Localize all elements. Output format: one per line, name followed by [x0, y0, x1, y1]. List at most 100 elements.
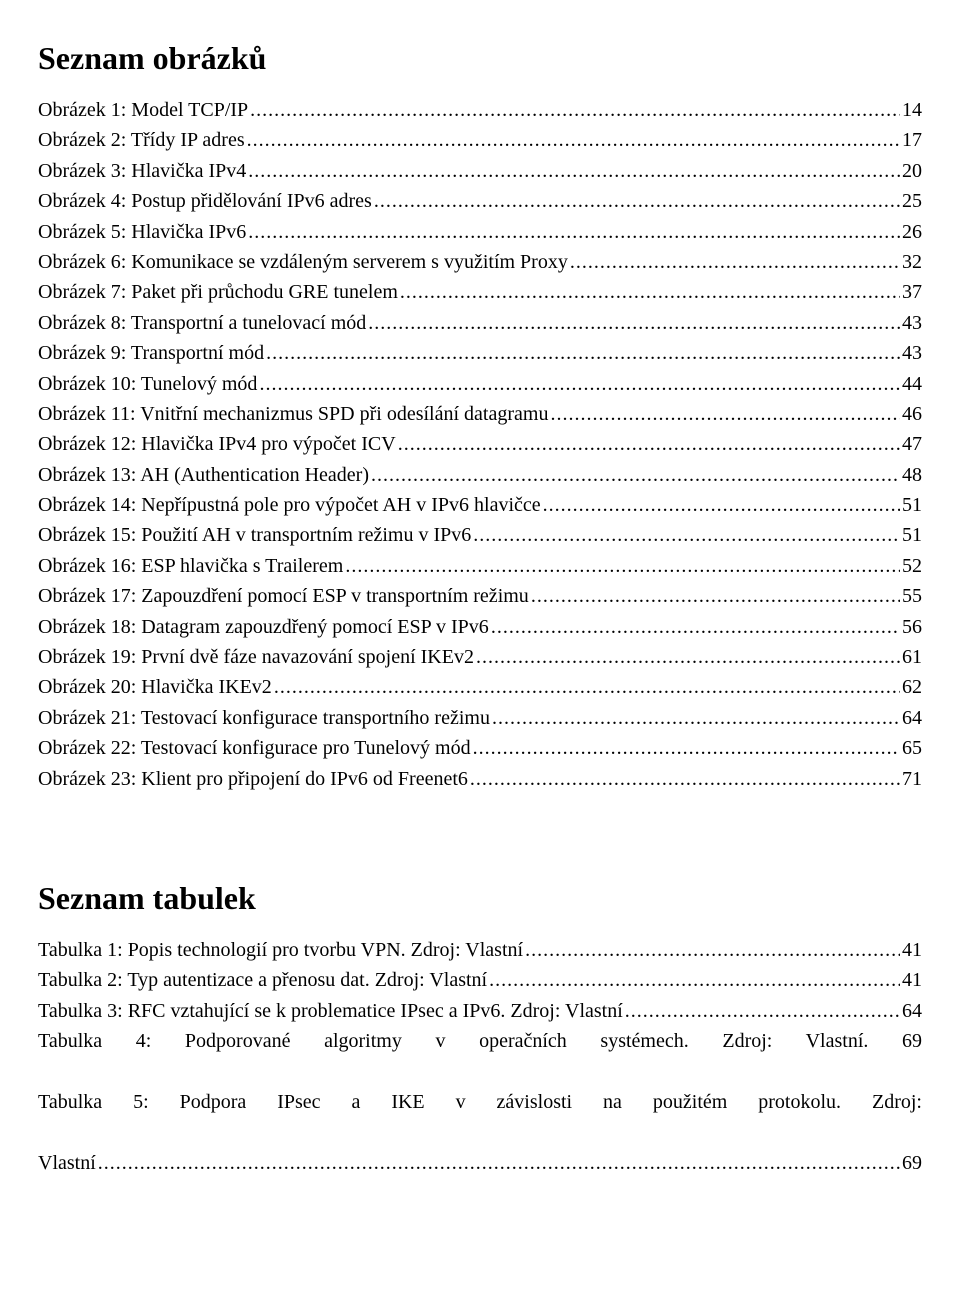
toc-leader — [473, 520, 900, 550]
toc-entry: Tabulka 3: RFC vztahující se k problemat… — [38, 996, 922, 1026]
toc-entry: Obrázek 19: První dvě fáze navazování sp… — [38, 642, 922, 672]
toc-entry: Obrázek 12: Hlavička IPv4 pro výpočet IC… — [38, 429, 922, 459]
toc-label: Obrázek 11: Vnitřní mechanizmus SPD při … — [38, 399, 548, 429]
toc-page: 64 — [902, 996, 922, 1026]
toc-label: Obrázek 22: Testovací konfigurace pro Tu… — [38, 733, 471, 763]
toc-entry: Tabulka 4: Podporované algoritmy v opera… — [38, 1026, 922, 1087]
toc-entry: Obrázek 23: Klient pro připojení do IPv6… — [38, 764, 922, 794]
toc-entry: Tabulka 1: Popis technologií pro tvorbu … — [38, 935, 922, 965]
toc-entry: Obrázek 20: Hlavička IKEv2 62 — [38, 672, 922, 702]
toc-leader — [543, 490, 900, 520]
toc-page: 51 — [902, 520, 922, 550]
toc-page: 51 — [902, 490, 922, 520]
toc-leader — [248, 156, 900, 186]
toc-label: Obrázek 1: Model TCP/IP — [38, 95, 248, 125]
toc-entry-line1: Tabulka 5: Podpora IPsec a IKE v závislo… — [38, 1087, 922, 1148]
toc-leader — [400, 277, 900, 307]
toc-label: Vlastní — [38, 1148, 96, 1178]
toc-page: 64 — [902, 703, 922, 733]
toc-page: 26 — [902, 217, 922, 247]
toc-page: 44 — [902, 369, 922, 399]
toc-leader — [250, 95, 900, 125]
toc-label: Obrázek 12: Hlavička IPv4 pro výpočet IC… — [38, 429, 396, 459]
toc-label: Tabulka 3: RFC vztahující se k problemat… — [38, 996, 623, 1026]
toc-entry: Obrázek 22: Testovací konfigurace pro Tu… — [38, 733, 922, 763]
toc-label: Obrázek 2: Třídy IP adres — [38, 125, 245, 155]
toc-page: 48 — [902, 460, 922, 490]
toc-leader — [248, 217, 900, 247]
toc-label: Obrázek 16: ESP hlavička s Trailerem — [38, 551, 343, 581]
toc-page: 62 — [902, 672, 922, 702]
toc-leader — [98, 1148, 900, 1178]
toc-label: Obrázek 5: Hlavička IPv6 — [38, 217, 246, 247]
toc-label: Obrázek 4: Postup přidělování IPv6 adres — [38, 186, 372, 216]
toc-leader — [374, 186, 900, 216]
toc-label: Obrázek 10: Tunelový mód — [38, 369, 257, 399]
toc-page: 43 — [902, 338, 922, 368]
toc-label: Obrázek 19: První dvě fáze navazování sp… — [38, 642, 474, 672]
toc-entry: Obrázek 7: Paket při průchodu GRE tunele… — [38, 277, 922, 307]
toc-entry: Obrázek 5: Hlavička IPv6 26 — [38, 217, 922, 247]
toc-entry: Obrázek 15: Použití AH v transportním re… — [38, 520, 922, 550]
toc-page: 32 — [902, 247, 922, 277]
toc-page: 61 — [902, 642, 922, 672]
toc-label: Tabulka 2: Typ autentizace a přenosu dat… — [38, 965, 487, 995]
toc-entry: Obrázek 13: AH (Authentication Header) 48 — [38, 460, 922, 490]
toc-page: 41 — [902, 935, 922, 965]
toc-entry: Obrázek 6: Komunikace se vzdáleným serve… — [38, 247, 922, 277]
toc-leader — [525, 935, 900, 965]
toc-entry: Obrázek 18: Datagram zapouzdřený pomocí … — [38, 612, 922, 642]
toc-page: 14 — [902, 95, 922, 125]
toc-page: 65 — [902, 733, 922, 763]
toc-leader — [491, 612, 900, 642]
toc-page: 52 — [902, 551, 922, 581]
toc-page: 71 — [902, 764, 922, 794]
toc-entry: Obrázek 8: Transportní a tunelovací mód4… — [38, 308, 922, 338]
toc-page: 37 — [902, 277, 922, 307]
toc-label: Obrázek 7: Paket při průchodu GRE tunele… — [38, 277, 398, 307]
toc-label: Obrázek 21: Testovací konfigurace transp… — [38, 703, 490, 733]
toc-label: Obrázek 15: Použití AH v transportním re… — [38, 520, 471, 550]
toc-label: Tabulka 1: Popis technologií pro tvorbu … — [38, 935, 523, 965]
toc-page: 41 — [902, 965, 922, 995]
toc-label: Obrázek 17: Zapouzdření pomocí ESP v tra… — [38, 581, 529, 611]
toc-page: 47 — [902, 429, 922, 459]
toc-label: Obrázek 20: Hlavička IKEv2 — [38, 672, 272, 702]
toc-leader — [398, 429, 900, 459]
toc-label: Obrázek 6: Komunikace se vzdáleným serve… — [38, 247, 568, 277]
toc-leader — [476, 642, 900, 672]
toc-leader — [489, 965, 900, 995]
toc-label: Obrázek 23: Klient pro připojení do IPv6… — [38, 764, 468, 794]
toc-entry: Tabulka 2: Typ autentizace a přenosu dat… — [38, 965, 922, 995]
toc-page: 46 — [902, 399, 922, 429]
toc-page: 25 — [902, 186, 922, 216]
toc-leader — [345, 551, 900, 581]
toc-page: 20 — [902, 156, 922, 186]
toc-label: Obrázek 9: Transportní mód — [38, 338, 264, 368]
toc-page: 56 — [902, 612, 922, 642]
toc-page: 17 — [902, 125, 922, 155]
toc-leader — [371, 460, 900, 490]
toc-leader — [570, 247, 900, 277]
toc-entry: Obrázek 9: Transportní mód 43 — [38, 338, 922, 368]
toc-leader — [625, 996, 900, 1026]
toc-leader — [470, 764, 900, 794]
toc-entry: Obrázek 1: Model TCP/IP 14 — [38, 95, 922, 125]
toc-leader — [473, 733, 900, 763]
toc-entry: Obrázek 10: Tunelový mód 44 — [38, 369, 922, 399]
toc-entry: Obrázek 4: Postup přidělování IPv6 adres… — [38, 186, 922, 216]
toc-leader — [550, 399, 900, 429]
toc-entry: Obrázek 2: Třídy IP adres 17 — [38, 125, 922, 155]
toc-entry: Obrázek 21: Testovací konfigurace transp… — [38, 703, 922, 733]
toc-entry: Obrázek 14: Nepřípustná pole pro výpočet… — [38, 490, 922, 520]
toc-entry: Obrázek 11: Vnitřní mechanizmus SPD při … — [38, 399, 922, 429]
toc-entry: Obrázek 3: Hlavička IPv420 — [38, 156, 922, 186]
toc-label: Obrázek 13: AH (Authentication Header) — [38, 460, 369, 490]
tables-heading: Seznam tabulek — [38, 880, 922, 917]
toc-leader — [266, 338, 900, 368]
toc-entry: Obrázek 16: ESP hlavička s Trailerem 52 — [38, 551, 922, 581]
figures-heading: Seznam obrázků — [38, 40, 922, 77]
toc-leader — [531, 581, 900, 611]
toc-leader — [247, 125, 900, 155]
toc-leader — [492, 703, 900, 733]
